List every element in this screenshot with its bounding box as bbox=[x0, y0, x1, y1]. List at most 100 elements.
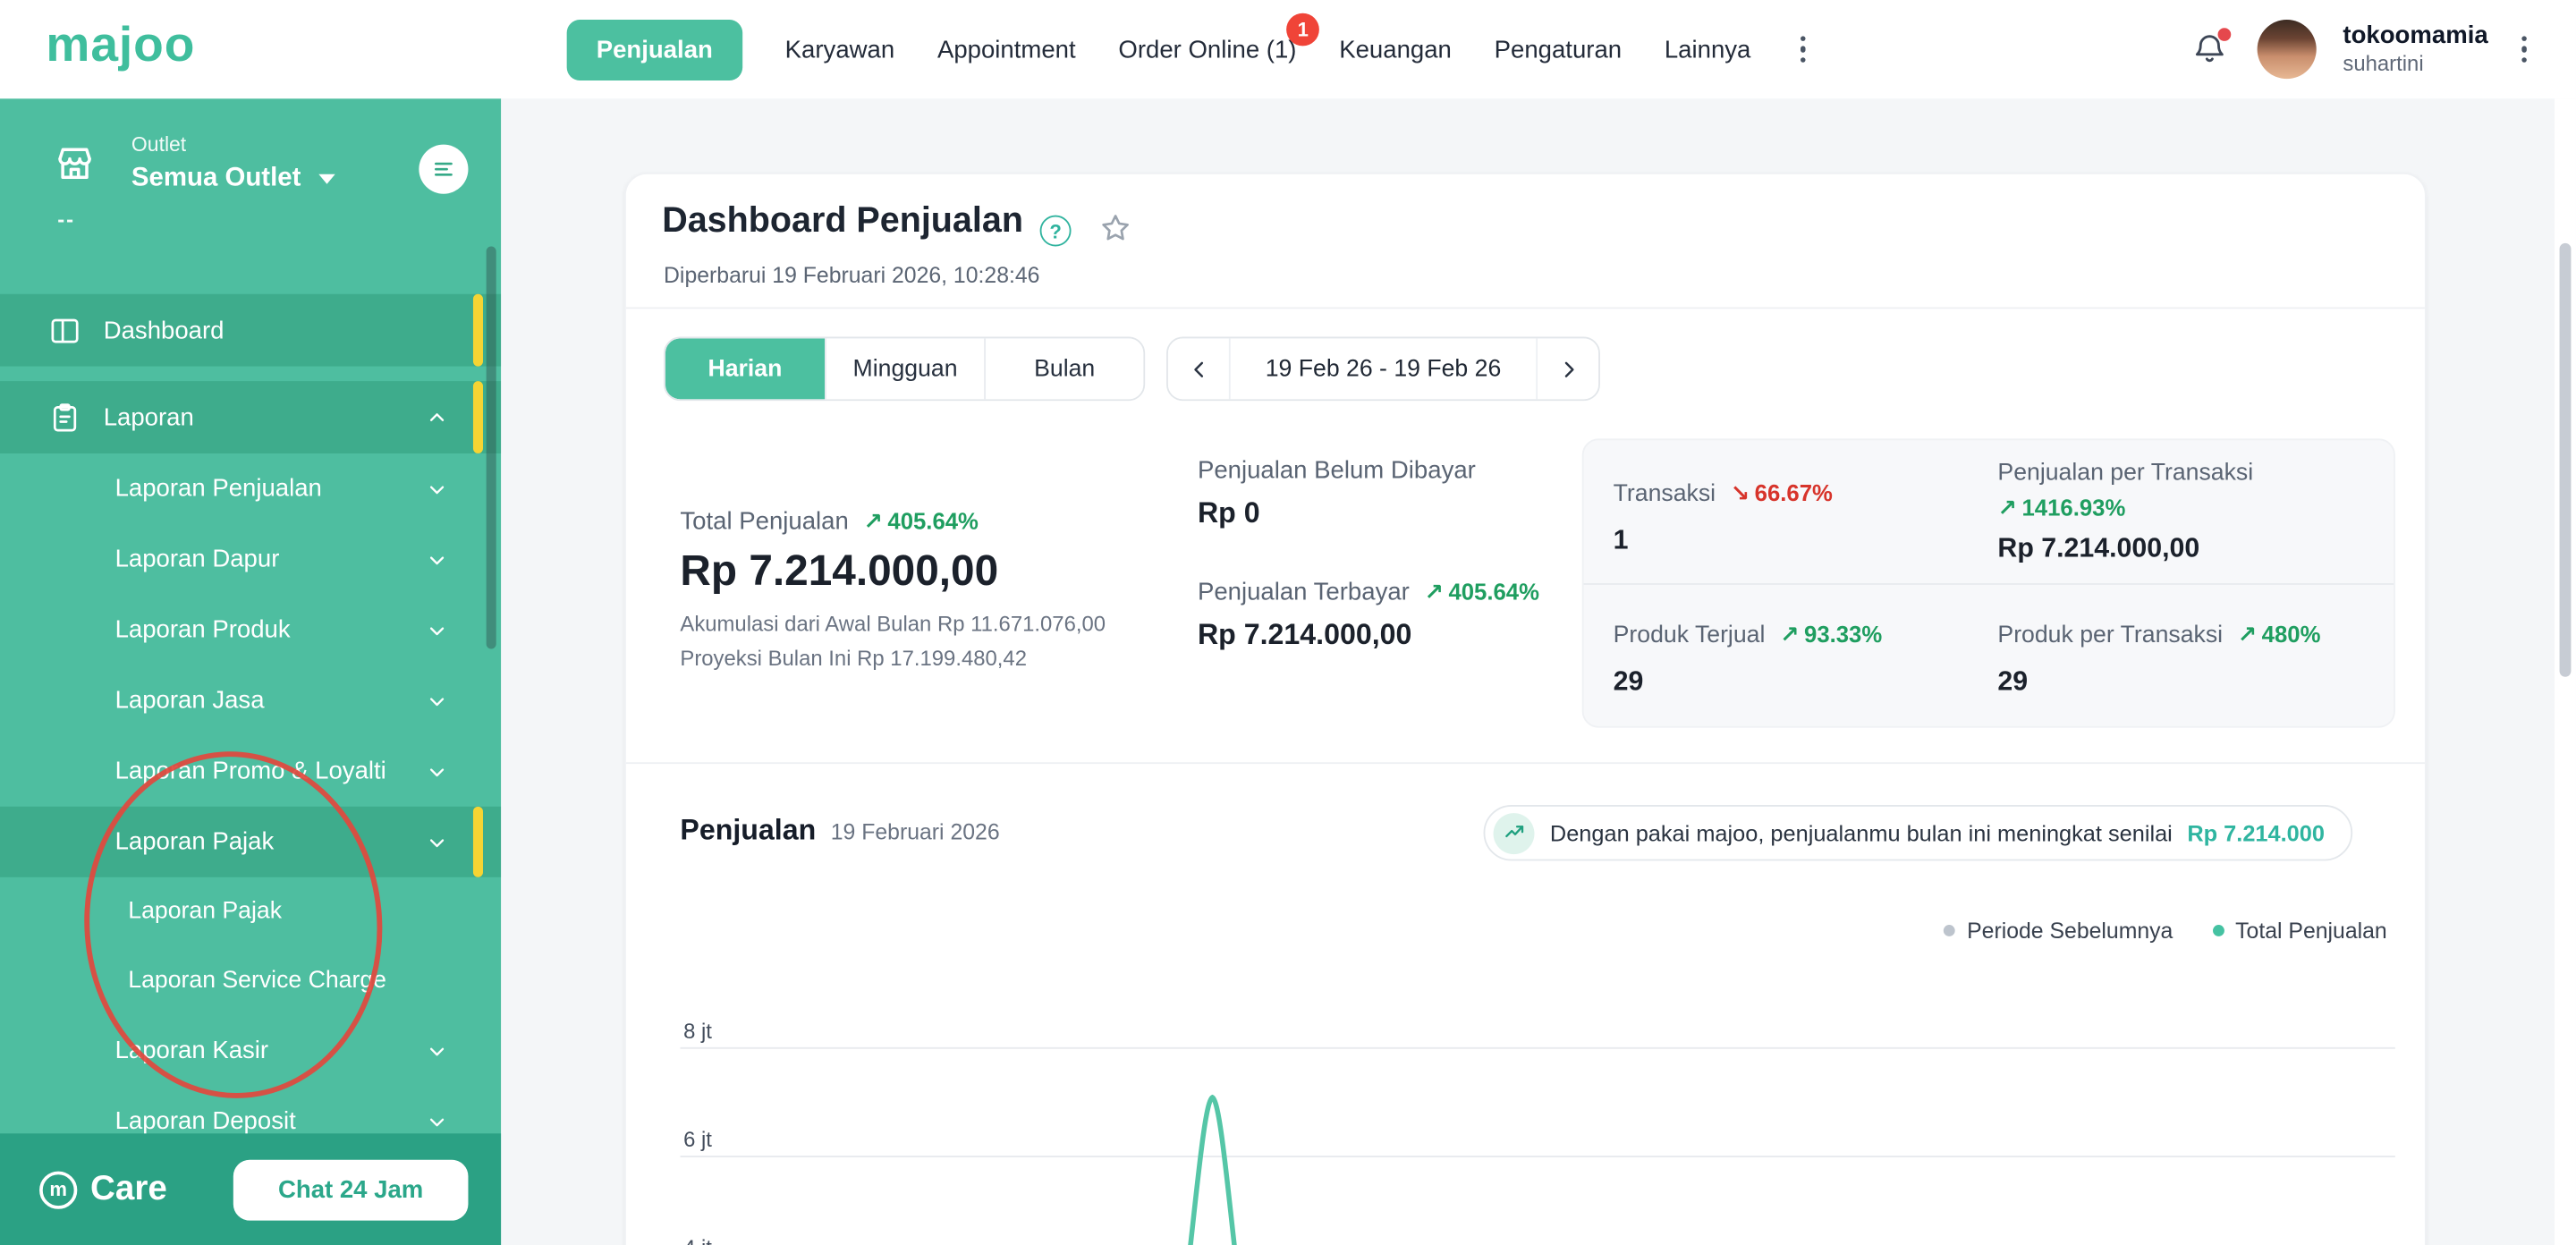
sidebar-item-laporan-pajak[interactable]: Laporan Pajak bbox=[0, 806, 502, 877]
y-tick-4jt: 4 jt bbox=[683, 1236, 712, 1245]
majoo-care-icon: m bbox=[39, 1170, 78, 1208]
sidebar-item-laporan[interactable]: Laporan bbox=[0, 381, 502, 453]
sidebar-item-label: Laporan Dapur bbox=[114, 545, 280, 574]
terbayar-label: Penjualan Terbayar bbox=[1197, 578, 1410, 606]
down-arrow-icon: ↘ bbox=[1730, 479, 1750, 506]
stat-produk-terjual: Produk Terjual ↗ 93.33% 29 bbox=[1613, 621, 1883, 697]
legend-periode-sebelumnya: Periode Sebelumnya bbox=[1944, 919, 2173, 943]
outlet-dropdown[interactable]: Semua Outlet bbox=[131, 165, 335, 194]
user-avatar[interactable] bbox=[2257, 20, 2318, 80]
y-tick-8jt: 8 jt bbox=[683, 1020, 712, 1044]
page-scrollbar bbox=[2555, 98, 2576, 1245]
care-label: Care bbox=[90, 1169, 167, 1207]
outlet-label: Outlet bbox=[131, 132, 187, 157]
nav-appointment[interactable]: Appointment bbox=[936, 35, 1076, 64]
nav-lainnya[interactable]: Lainnya bbox=[1664, 35, 1751, 64]
sidebar-item-label: Laporan Pajak bbox=[114, 827, 275, 856]
majoo-logo[interactable]: majoo bbox=[46, 18, 196, 72]
stats-panel: Transaksi ↘ 66.67% 1 Penjualan per Transa… bbox=[1581, 438, 2395, 728]
belum-dibayar-value: Rp 0 bbox=[1197, 495, 1260, 529]
insight-amount: Rp 7.214.000 bbox=[2187, 820, 2325, 845]
legend-dot-teal bbox=[2212, 925, 2224, 936]
sidebar-scrollbar[interactable] bbox=[486, 246, 496, 649]
sidebar-subitem-laporan-pajak[interactable]: Laporan Pajak bbox=[0, 877, 501, 946]
chart-section-header: Penjualan 19 Februari 2026 bbox=[680, 813, 999, 848]
total-penjualan-series bbox=[1188, 1094, 1237, 1245]
order-online-badge: 1 bbox=[1286, 12, 1320, 46]
nav-pengaturan[interactable]: Pengaturan bbox=[1494, 35, 1623, 64]
nav-overflow-icon[interactable] bbox=[1793, 30, 1812, 70]
care-logo-letter: m bbox=[49, 1177, 67, 1201]
up-arrow-icon: ↗ bbox=[863, 507, 883, 534]
sidebar-item-laporan-produk[interactable]: Laporan Produk bbox=[0, 595, 501, 665]
user-subtitle: suhartini bbox=[2343, 51, 2424, 76]
sales-line-chart: 8 jt 6 jt 4 jt bbox=[680, 1020, 2395, 1245]
notification-bell-icon[interactable] bbox=[2191, 28, 2232, 69]
user-menu[interactable]: tokoomamia suhartini bbox=[2343, 21, 2487, 78]
nav-order-online[interactable]: Order Online (1) 1 bbox=[1118, 12, 1320, 64]
list-icon bbox=[434, 162, 453, 176]
produk-per-transaksi-value: 29 bbox=[1997, 666, 2029, 697]
user-name: tokoomamia bbox=[2343, 21, 2488, 49]
main-content: Dashboard Penjualan ? Diperbarui 19 Febr… bbox=[501, 98, 2555, 1245]
nav-karyawan[interactable]: Karyawan bbox=[784, 35, 895, 64]
up-arrow-icon: ↗ bbox=[1997, 494, 2017, 521]
chart-legend: Periode Sebelumnya Total Penjualan bbox=[1944, 919, 2387, 943]
sidebar-item-dashboard[interactable]: Dashboard bbox=[0, 293, 502, 367]
legend-dot-gray bbox=[1944, 925, 1956, 936]
chevron-down-icon bbox=[429, 1046, 445, 1055]
tab-harian[interactable]: Harian bbox=[665, 338, 826, 400]
total-penjualan-label: Total Penjualan bbox=[680, 507, 849, 536]
transaksi-value: 1 bbox=[1613, 525, 1629, 555]
chevron-down-icon bbox=[429, 838, 445, 847]
nav-penjualan[interactable]: Penjualan bbox=[566, 19, 742, 80]
transaksi-trend: ↘ 66.67% bbox=[1730, 479, 1833, 506]
store-icon bbox=[58, 148, 91, 180]
sidebar-item-laporan-jasa[interactable]: Laporan Jasa bbox=[0, 665, 501, 736]
chart-title: Penjualan bbox=[680, 813, 817, 846]
sidebar-item-label: Laporan Produk bbox=[114, 615, 291, 644]
prev-date-button[interactable] bbox=[1167, 338, 1229, 400]
insight-banner: Dengan pakai majoo, penjualanmu bulan in… bbox=[1484, 804, 2353, 861]
help-icon[interactable]: ? bbox=[1039, 215, 1072, 247]
tab-bulan[interactable]: Bulan bbox=[984, 338, 1144, 400]
divider bbox=[625, 307, 2425, 309]
sidebar-item-label: Laporan Deposit bbox=[114, 1106, 296, 1136]
sidebar-item-label: Laporan Pajak bbox=[128, 898, 283, 926]
sidebar-subitem-laporan-service-charge[interactable]: Laporan Service Charge bbox=[0, 946, 501, 1015]
chevron-down-icon bbox=[318, 174, 335, 184]
chevron-up-icon bbox=[429, 413, 445, 421]
tab-mingguan[interactable]: Mingguan bbox=[825, 338, 985, 400]
topbar-right: tokoomamia suhartini bbox=[2191, 0, 2533, 98]
outlet-truncated-text: -- bbox=[57, 207, 75, 232]
favorite-star-icon[interactable] bbox=[1097, 210, 1133, 246]
sidebar-item-label: Laporan Kasir bbox=[114, 1036, 269, 1065]
sidebar-item-laporan-penjualan[interactable]: Laporan Penjualan bbox=[0, 453, 501, 524]
nav-keuangan[interactable]: Keuangan bbox=[1339, 35, 1452, 64]
growth-chart-icon bbox=[1494, 812, 1536, 854]
period-tabs: Harian Mingguan Bulan bbox=[664, 336, 1146, 402]
sidebar-item-laporan-promo-loyalti[interactable]: Laporan Promo & Loyalti bbox=[0, 736, 501, 807]
sidebar-item-label: Laporan Promo & Loyalti bbox=[114, 757, 386, 785]
sidebar-item-laporan-deposit[interactable]: Laporan Deposit bbox=[0, 1086, 501, 1156]
sidebar-item-laporan-dapur[interactable]: Laporan Dapur bbox=[0, 524, 501, 595]
stat-produk-per-transaksi: Produk per Transaksi ↗ 480% 29 bbox=[1997, 621, 2321, 697]
total-penjualan-trend: ↗ 405.64% bbox=[863, 507, 979, 534]
main-nav: Penjualan Karyawan Appointment Order Onl… bbox=[566, 0, 1813, 98]
help-glyph: ? bbox=[1049, 219, 1062, 242]
outlet-value: Semua Outlet bbox=[131, 164, 301, 192]
sidebar-item-laporan-kasir[interactable]: Laporan Kasir bbox=[0, 1015, 501, 1086]
date-range-label[interactable]: 19 Feb 26 - 19 Feb 26 bbox=[1228, 338, 1538, 400]
akumulasi-note: Akumulasi dari Awal Bulan Rp 11.671.076,… bbox=[680, 611, 1106, 636]
outlet-list-button[interactable] bbox=[419, 144, 469, 194]
sidebar-menu: Dashboard Laporan Laporan Penjualan Lapo… bbox=[0, 293, 502, 1156]
page-scrollbar-thumb[interactable] bbox=[2559, 242, 2572, 677]
belum-dibayar-label: Penjualan Belum Dibayar bbox=[1197, 456, 1476, 485]
next-date-button[interactable] bbox=[1538, 338, 1599, 400]
y-tick-6jt: 6 jt bbox=[683, 1128, 712, 1152]
total-penjualan-block: Total Penjualan ↗ 405.64% Rp 7.214.000,00… bbox=[680, 508, 1189, 671]
account-overflow-icon[interactable] bbox=[2514, 30, 2533, 70]
chat-24-jam-button[interactable]: Chat 24 Jam bbox=[233, 1158, 469, 1220]
topbar: majoo Penjualan Karyawan Appointment Ord… bbox=[0, 0, 2576, 99]
